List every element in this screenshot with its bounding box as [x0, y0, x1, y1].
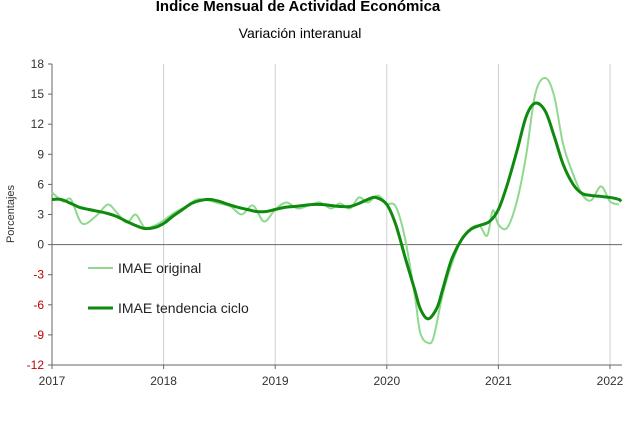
y-tick-label: 15: [31, 87, 45, 101]
y-tick-labels: -12 -9 -6 -3 0 3 6 9 12 15 18: [27, 57, 45, 372]
y-tick-label: -6: [33, 298, 44, 312]
y-tick-label: 3: [37, 208, 44, 222]
legend-label-trend: IMAE tendencia ciclo: [118, 300, 249, 316]
y-tick-label: 6: [37, 177, 44, 191]
series-line-imae-tendencia: [51, 101, 623, 321]
x-tick-label: 2019: [262, 374, 289, 388]
chart-subtitle: Variación interanual: [239, 25, 362, 41]
x-tick-label: 2018: [150, 374, 177, 388]
x-tick-label: 2021: [485, 374, 512, 388]
series-lines: [51, 77, 623, 345]
x-tick-labels: 2017 2018 2019 2020 2021 2022: [39, 374, 624, 388]
y-tick-label: -3: [33, 268, 44, 282]
axes: [48, 63, 622, 369]
y-tick-label: 18: [31, 57, 45, 71]
legend: IMAE original IMAE tendencia ciclo: [88, 260, 249, 316]
series-line-imae-original: [51, 77, 620, 345]
y-tick-label: 0: [37, 238, 44, 252]
chart-title: Índice Mensual de Actividad Económica: [156, 0, 441, 15]
y-tick-label: 12: [31, 117, 45, 131]
y-axis-label: Porcentajes: [5, 184, 17, 243]
y-tick-label: -9: [33, 328, 44, 342]
legend-label-original: IMAE original: [118, 260, 201, 276]
x-tick-label: 2017: [39, 374, 66, 388]
grid-lines: [163, 64, 611, 365]
y-tick-label: -12: [27, 358, 45, 372]
x-tick-label: 2020: [373, 374, 400, 388]
y-tick-label: 9: [37, 147, 44, 161]
x-tick-label: 2022: [597, 374, 624, 388]
